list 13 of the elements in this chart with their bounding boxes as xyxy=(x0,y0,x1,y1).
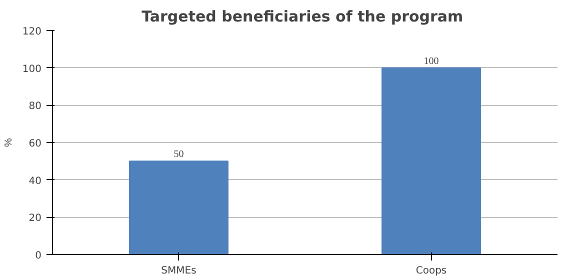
y-tick-label: 40 xyxy=(28,176,42,187)
x-tick-label: SMMEs xyxy=(161,266,196,276)
y-tick-label: 80 xyxy=(28,101,42,112)
y-tick-label: 20 xyxy=(28,213,42,224)
y-tick-label: 120 xyxy=(22,26,42,38)
data-label: 100 xyxy=(424,56,439,67)
y-tick-label: 100 xyxy=(22,64,42,75)
chart-title: Targeted beneficiaries of the program xyxy=(142,8,464,26)
y-tick-label: 60 xyxy=(28,138,42,150)
y-axis-title: % xyxy=(3,138,14,147)
data-label: 50 xyxy=(174,149,184,160)
x-tick-label: Coops xyxy=(416,266,447,276)
y-tick-label: 0 xyxy=(35,250,42,262)
